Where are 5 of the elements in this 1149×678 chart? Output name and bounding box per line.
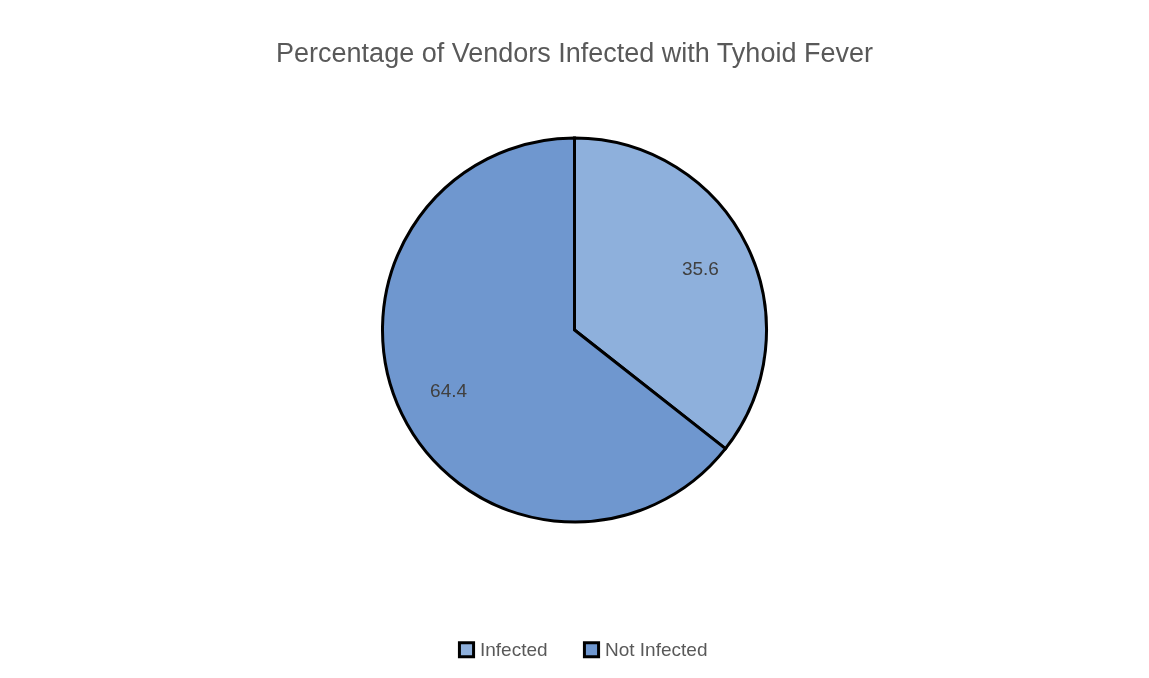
data-label: 64.4 <box>430 380 468 402</box>
legend-label: Not Infected <box>605 638 708 660</box>
chart-title: Percentage of Vendors Infected with Tyhoid Fever <box>276 38 873 68</box>
legend-label: Infected <box>480 638 548 660</box>
data-label: 35.6 <box>681 257 719 279</box>
